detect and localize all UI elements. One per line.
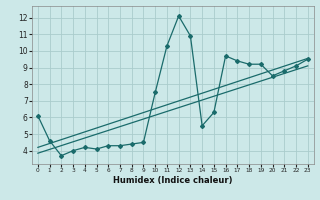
X-axis label: Humidex (Indice chaleur): Humidex (Indice chaleur) [113, 176, 233, 185]
